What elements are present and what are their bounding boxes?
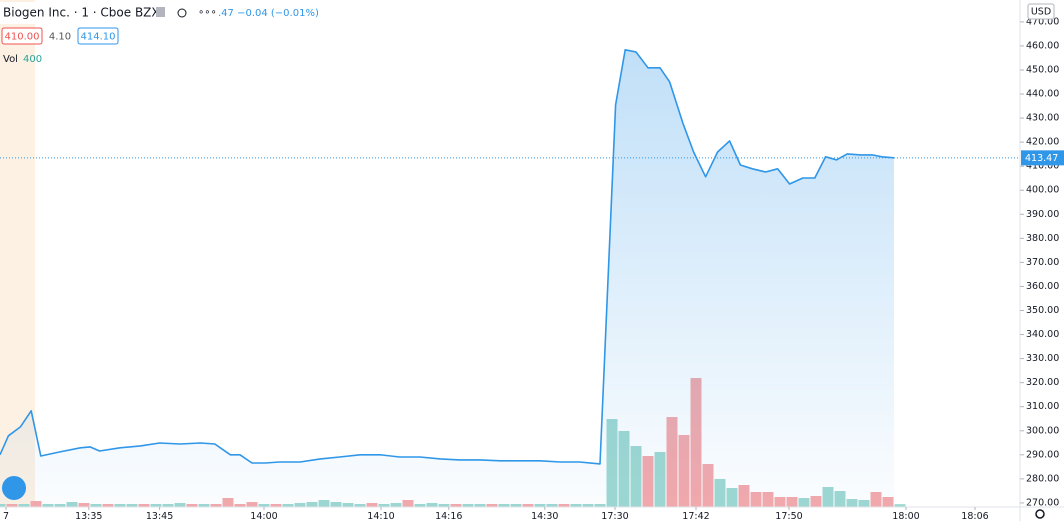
y-tick-label: 420.00: [1026, 137, 1059, 148]
price-change: .47 −0.04 (−0.01%): [218, 8, 319, 19]
last-price-box: [1021, 150, 1064, 166]
price-line: [0, 49, 895, 465]
x-tick-label: 18:00: [892, 511, 919, 521]
ask-box[interactable]: [77, 27, 119, 45]
y-tick-label: 270.00: [1026, 497, 1059, 508]
y-tick-label: 280.00: [1026, 473, 1059, 484]
volume-legend: Vol: [3, 54, 18, 65]
volume-bar: [894, 504, 906, 507]
x-tick-label: 14:00: [250, 511, 277, 521]
y-tick-label: 460.00: [1026, 40, 1059, 51]
currency-box[interactable]: [1027, 3, 1055, 20]
x-tick-label: 18:06: [961, 511, 988, 521]
settings-icon[interactable]: [1035, 509, 1045, 519]
y-tick-label: 300.00: [1026, 425, 1059, 436]
y-tick-label: 400.00: [1026, 185, 1059, 196]
y-tick-label: 450.00: [1026, 64, 1059, 75]
y-tick-label: 430.00: [1026, 113, 1059, 124]
x-tick-label: 14:30: [531, 511, 558, 521]
y-tick-label: 290.00: [1026, 449, 1059, 460]
y-tick-label: 390.00: [1026, 209, 1059, 220]
x-tick-label: 17:42: [682, 511, 709, 521]
y-tick-label: 310.00: [1026, 401, 1059, 412]
bid: 410.00: [5, 32, 40, 43]
eye-icon[interactable]: [177, 8, 187, 18]
more-icon[interactable]: ∘∘∘: [198, 7, 217, 18]
currency: USD: [1031, 7, 1051, 18]
x-tick-label: 14:10: [367, 511, 394, 521]
y-tick-label: 320.00: [1026, 377, 1059, 388]
y-tick-label: 440.00: [1026, 89, 1059, 100]
bid-box[interactable]: [1, 27, 43, 45]
x-tick-label: 14:16: [435, 511, 462, 521]
logo[interactable]: [2, 476, 26, 500]
area-fill: [0, 49, 894, 508]
x-tick-label: 7: [3, 511, 9, 521]
flag-icon[interactable]: [156, 7, 165, 17]
y-tick-label: 470.00: [1026, 16, 1059, 27]
y-tick-label: 370.00: [1026, 257, 1059, 268]
y-tick-label: 410.00: [1026, 161, 1059, 172]
x-tick-label: 17:50: [775, 511, 802, 521]
spread: 4.10: [49, 32, 71, 43]
x-tick-label: 13:35: [75, 511, 102, 521]
price-layer: [0, 49, 1020, 508]
ask: 414.10: [81, 32, 116, 43]
y-tick-label: 360.00: [1026, 281, 1059, 292]
symbol-title: Biogen Inc. · 1 · Cboe BZX: [3, 6, 160, 20]
y-tick-label: 380.00: [1026, 233, 1059, 244]
price-axis: [1020, 0, 1064, 521]
y-tick-label: 330.00: [1026, 353, 1059, 364]
y-tick-label: 340.00: [1026, 329, 1059, 340]
last-price-label: 413.47: [1025, 153, 1058, 164]
volume-last: 400: [23, 54, 42, 65]
x-tick-label: 13:45: [146, 511, 173, 521]
x-tick-label: 17:30: [601, 511, 628, 521]
y-tick-label: 350.00: [1026, 305, 1059, 316]
